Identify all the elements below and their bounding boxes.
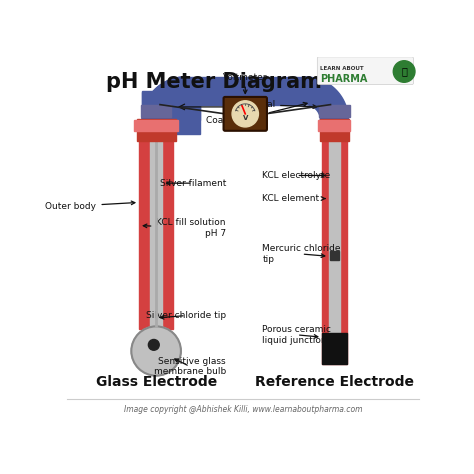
Bar [322, 333, 347, 364]
Text: Porous ceramic
liquid junction: Porous ceramic liquid junction [262, 325, 331, 345]
Polygon shape [142, 77, 186, 120]
Text: KCL electrolyte: KCL electrolyte [262, 171, 330, 180]
Text: LEARN ABOUT: LEARN ABOUT [320, 66, 364, 71]
Bar [137, 119, 176, 141]
Text: Back Seal: Back Seal [231, 100, 317, 109]
Text: PHARMA: PHARMA [320, 74, 368, 84]
Text: Glass Electrode: Glass Electrode [95, 375, 217, 389]
Bar [329, 139, 340, 360]
Text: Silver filament: Silver filament [159, 179, 226, 188]
Text: KCL fill solution
pH 7: KCL fill solution pH 7 [143, 218, 226, 237]
Circle shape [393, 61, 415, 82]
Bar [141, 105, 172, 117]
Bar [330, 251, 339, 260]
Text: Image copyright @Abhishek Killi, www.learnaboutpharma.com: Image copyright @Abhishek Killi, www.lea… [124, 405, 362, 414]
Text: pH Meter Diagram: pH Meter Diagram [106, 72, 322, 91]
Circle shape [148, 339, 159, 350]
Text: Voltmeter: Voltmeter [223, 73, 267, 93]
Text: Outer body: Outer body [46, 201, 135, 211]
Bar [139, 137, 173, 329]
Bar [320, 119, 349, 141]
Text: V: V [243, 115, 248, 121]
Bar [319, 105, 350, 117]
Bar [142, 115, 170, 120]
Text: Mercuric chloride
tip: Mercuric chloride tip [262, 244, 341, 264]
Circle shape [232, 101, 258, 127]
Polygon shape [305, 77, 348, 120]
Polygon shape [142, 77, 186, 120]
FancyBboxPatch shape [317, 57, 413, 84]
Text: Sensitive glass
membrane bulb: Sensitive glass membrane bulb [154, 357, 226, 376]
Bar [322, 137, 347, 364]
Text: Reference Electrode: Reference Electrode [255, 375, 414, 389]
Bar [318, 120, 350, 131]
Text: Silver chloride tip: Silver chloride tip [146, 311, 226, 320]
Text: 🌿: 🌿 [401, 66, 407, 76]
Bar [186, 77, 305, 105]
Bar [320, 115, 348, 120]
Bar [142, 92, 200, 120]
Bar [142, 91, 200, 134]
Text: Coaxial Cable: Coaxial Cable [207, 102, 307, 125]
Bar [150, 139, 162, 326]
FancyBboxPatch shape [224, 97, 267, 131]
Circle shape [131, 327, 181, 376]
Text: KCL element: KCL element [262, 194, 325, 203]
Bar [134, 120, 178, 131]
